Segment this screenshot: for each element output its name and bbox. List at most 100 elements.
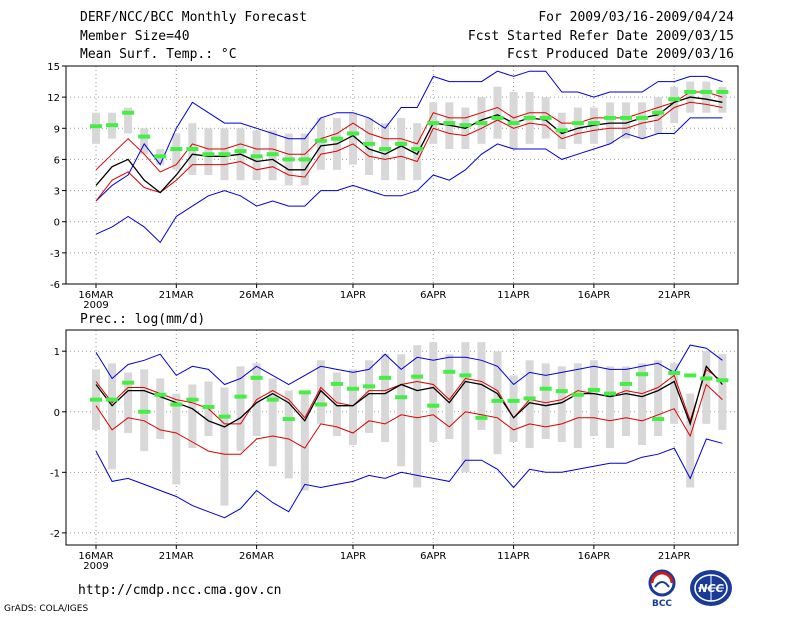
median-marker xyxy=(652,110,665,115)
y-tick-label: 1 xyxy=(54,347,60,358)
member-range-bar xyxy=(140,128,149,155)
y-tick-label: -6 xyxy=(50,280,60,291)
member-range-bar xyxy=(525,360,534,449)
series-line-ensemble-mean xyxy=(95,96,723,194)
median-marker xyxy=(636,372,649,377)
median-marker xyxy=(443,121,456,126)
median-marker xyxy=(587,121,600,126)
member-range-bar xyxy=(188,384,197,449)
median-marker xyxy=(298,157,311,162)
member-range-bar xyxy=(300,390,309,491)
median-marker xyxy=(170,402,183,407)
member-range-bar xyxy=(348,369,357,446)
forecast-period: For 2009/03/16-2009/04/24 xyxy=(538,10,734,25)
median-marker xyxy=(266,397,279,402)
member-range-bar xyxy=(622,102,630,139)
y-tick-label: 9 xyxy=(54,124,60,135)
median-marker xyxy=(555,389,568,394)
member-range-bar xyxy=(316,360,325,424)
y-tick-label: 3 xyxy=(54,187,60,198)
median-marker xyxy=(363,384,376,389)
y-tick-label: 15 xyxy=(47,62,60,73)
median-marker xyxy=(636,115,649,120)
ncc-logo-mark: NCC xyxy=(690,570,732,606)
y-tick-label: -3 xyxy=(50,249,60,260)
member-range-bar xyxy=(204,128,213,175)
median-marker xyxy=(250,154,263,159)
grads-credit: GrADS: COLA/IGES xyxy=(4,604,89,614)
member-range-bar xyxy=(461,342,470,473)
member-range-bar xyxy=(236,366,245,452)
member-range-bar xyxy=(509,375,518,443)
median-marker xyxy=(379,375,392,380)
member-range-bar xyxy=(718,354,727,430)
median-marker xyxy=(90,124,102,129)
median-marker xyxy=(314,138,327,143)
median-marker xyxy=(202,404,215,409)
series-line-upper-band xyxy=(95,91,723,173)
plot-frame xyxy=(65,65,739,285)
member-range-bar xyxy=(381,123,390,181)
chart-title: DERF/NCC/BCC Monthly Forecast xyxy=(80,10,307,25)
median-marker xyxy=(491,115,504,120)
member-range-bar xyxy=(365,360,374,433)
median-marker xyxy=(218,414,231,419)
median-marker xyxy=(234,149,247,154)
median-marker xyxy=(603,391,616,396)
x-tick-label: 6APR xyxy=(420,290,446,301)
x-tick-label: 21APR xyxy=(658,290,691,301)
median-marker xyxy=(218,152,231,157)
median-marker xyxy=(700,89,713,94)
median-marker xyxy=(314,402,327,407)
median-marker xyxy=(330,136,343,141)
median-marker xyxy=(186,397,199,402)
y-tick-label: 12 xyxy=(47,93,60,104)
median-marker xyxy=(411,374,424,379)
member-range-bar xyxy=(172,393,181,485)
x-tick-label: 11APR xyxy=(497,551,530,562)
footer-url: http://cmdp.ncc.cma.gov.cn xyxy=(78,583,282,598)
fcst-produced-date: Fcst Produced Date 2009/03/16 xyxy=(507,47,734,62)
member-range-bar xyxy=(702,351,711,424)
median-marker xyxy=(106,397,119,402)
member-range-bar xyxy=(348,112,357,165)
x-year-label: 2009 xyxy=(83,300,108,311)
member-range-bar xyxy=(589,360,598,436)
precipitation-panel: -2 -1 0 1 16MAR 21MAR 26MAR 1APR 6APR 11APR 16APR 2… xyxy=(50,329,739,572)
bcc-logo-text: BCC xyxy=(652,599,672,608)
y-tick-label: 0 xyxy=(54,218,60,229)
median-marker xyxy=(395,395,408,400)
median-marker xyxy=(282,157,295,162)
x-tick-label: 11APR xyxy=(497,290,530,301)
median-marker xyxy=(571,392,584,397)
median-marker xyxy=(298,390,311,395)
y-tick-label: 0 xyxy=(54,408,60,419)
ncc-logo: NCC xyxy=(688,568,734,608)
median-marker xyxy=(507,121,520,126)
series-line-min xyxy=(95,117,723,244)
series-line-upper-band xyxy=(95,368,723,425)
series-line-max xyxy=(95,344,723,386)
precip-panel-title: Prec.: log(mm/d) xyxy=(80,312,205,327)
x-tick-label: 16APR xyxy=(578,551,611,562)
member-range-bar xyxy=(702,81,711,113)
median-marker xyxy=(523,115,536,120)
median-marker xyxy=(587,387,600,392)
member-range-bar xyxy=(429,342,438,443)
member-range-bar xyxy=(493,86,502,139)
x-tick-label: 16MAR xyxy=(78,290,113,301)
member-range-bar xyxy=(156,378,165,440)
member-range-bar xyxy=(718,86,727,113)
member-range-bar xyxy=(557,366,566,443)
x-year-label: 2009 xyxy=(83,561,108,572)
temperature-panel: -6 -3 0 3 6 9 12 15 16MAR 21MAR 26MAR 1APR 6APR 11APR… xyxy=(47,62,739,311)
median-marker xyxy=(539,115,552,120)
member-range-bar xyxy=(541,363,550,440)
median-marker xyxy=(684,89,697,94)
median-marker xyxy=(475,121,488,126)
median-marker xyxy=(202,152,215,157)
x-tick-label: 21MAR xyxy=(159,551,194,562)
median-marker xyxy=(363,141,376,146)
member-range-bar xyxy=(268,378,277,467)
